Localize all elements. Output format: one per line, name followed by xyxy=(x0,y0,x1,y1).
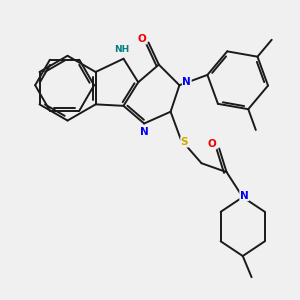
Text: NH: NH xyxy=(114,45,130,54)
Text: N: N xyxy=(240,190,249,201)
Text: O: O xyxy=(138,34,146,44)
Text: S: S xyxy=(181,137,188,147)
Text: N: N xyxy=(182,77,191,87)
Text: O: O xyxy=(208,139,216,149)
Text: N: N xyxy=(140,127,148,137)
